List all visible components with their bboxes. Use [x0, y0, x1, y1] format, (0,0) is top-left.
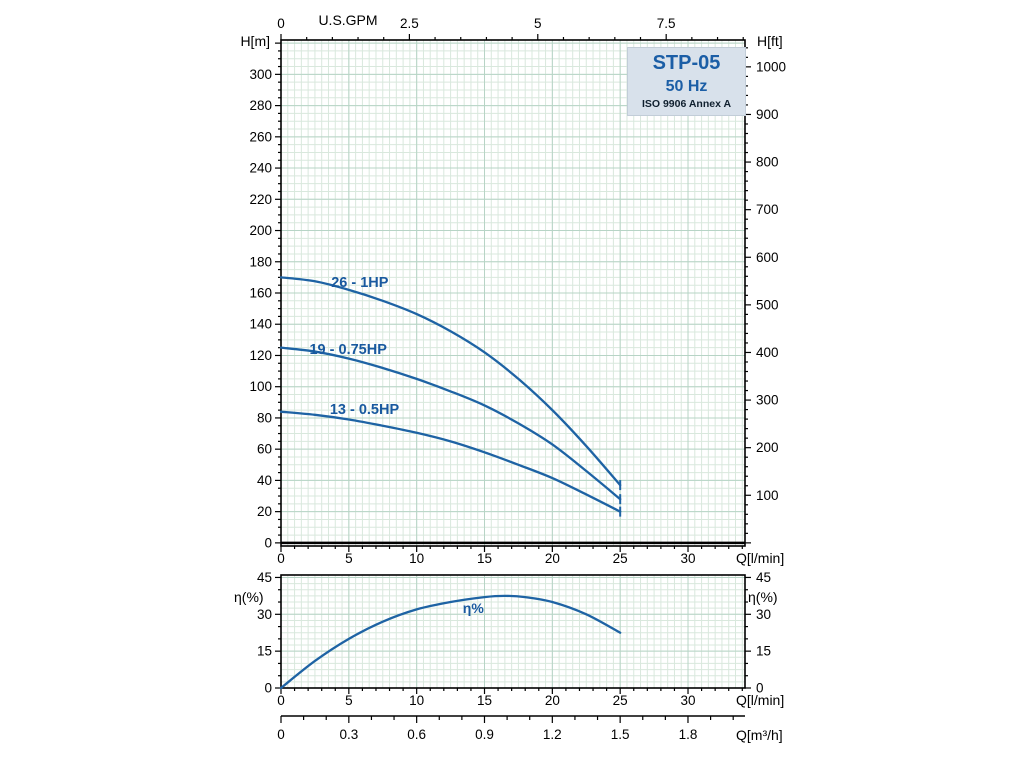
svg-text:45: 45 [257, 570, 272, 585]
frequency-label: 50 Hz [665, 78, 708, 95]
svg-text:100: 100 [756, 488, 779, 503]
svg-text:30: 30 [681, 551, 696, 566]
svg-text:0: 0 [277, 727, 285, 742]
svg-text:60: 60 [257, 442, 272, 457]
curve-13-0.5HP [279, 410, 622, 513]
m3h-axis: 0 0.3 0.6 0.9 1.2 1.5 1.8 [277, 715, 745, 742]
svg-text:80: 80 [257, 410, 272, 425]
svg-text:260: 260 [249, 129, 272, 144]
svg-text:0: 0 [264, 681, 272, 696]
svg-text:900: 900 [756, 107, 779, 122]
svg-text:25: 25 [613, 551, 628, 566]
eff-grid-major [281, 575, 745, 688]
standard-label: ISO 9906 Annex A [641, 98, 732, 110]
x-axis-title-qlmin-eff: Q[l/min] [736, 692, 785, 708]
model-name: STP-05 [652, 52, 721, 74]
svg-text:500: 500 [756, 297, 779, 312]
svg-text:26 - 1HP: 26 - 1HP [331, 275, 389, 291]
head-curves: 26 - 1HP 19 - 0.75HP 13 - 0.5HP [279, 275, 622, 517]
svg-text:0.3: 0.3 [339, 727, 358, 742]
svg-text:240: 240 [249, 161, 272, 176]
eff-grid-minor [281, 575, 745, 688]
svg-text:25: 25 [613, 693, 628, 708]
eff-curve: η% [279, 594, 622, 690]
svg-text:15: 15 [477, 551, 492, 566]
svg-text:0: 0 [277, 16, 285, 31]
svg-text:5: 5 [534, 16, 542, 31]
curve-26-1HP [279, 276, 622, 487]
svg-text:2.5: 2.5 [400, 16, 419, 31]
svg-text:400: 400 [756, 345, 779, 360]
svg-text:15: 15 [477, 693, 492, 708]
top-axis-title-usgpm: U.S.GPM [318, 12, 378, 28]
svg-text:0: 0 [277, 551, 285, 566]
svg-text:300: 300 [756, 393, 779, 408]
svg-text:20: 20 [545, 693, 560, 708]
svg-text:30: 30 [756, 607, 771, 622]
svg-text:5: 5 [345, 693, 353, 708]
svg-text:13 - 0.5HP: 13 - 0.5HP [330, 402, 400, 418]
eff-axis-title-left: η(%) [234, 589, 264, 605]
eff-frame [280, 574, 746, 689]
curve-eta [279, 594, 622, 690]
eff-axis-title-right: η(%) [748, 589, 778, 605]
svg-text:120: 120 [249, 348, 272, 363]
title-block: STP-05 50 Hz ISO 9906 Annex A [627, 47, 746, 116]
main-axes: 0 5 10 15 20 25 300204060801001201401601802002… [249, 16, 786, 566]
svg-text:140: 140 [249, 317, 272, 332]
svg-text:220: 220 [249, 192, 272, 207]
svg-text:0: 0 [264, 535, 272, 550]
svg-text:15: 15 [756, 644, 771, 659]
svg-text:5: 5 [345, 551, 353, 566]
svg-text:800: 800 [756, 155, 779, 170]
svg-text:45: 45 [756, 570, 771, 585]
svg-text:600: 600 [756, 250, 779, 265]
y-axis-title-h-m: H[m] [240, 33, 270, 49]
svg-text:200: 200 [249, 223, 272, 238]
svg-text:280: 280 [249, 98, 272, 113]
svg-text:180: 180 [249, 254, 272, 269]
svg-text:200: 200 [756, 440, 779, 455]
svg-text:15: 15 [257, 644, 272, 659]
svg-text:19 - 0.75HP: 19 - 0.75HP [309, 342, 387, 358]
svg-text:30: 30 [257, 607, 272, 622]
svg-text:1000: 1000 [756, 59, 786, 74]
svg-text:0: 0 [277, 693, 285, 708]
svg-text:30: 30 [681, 693, 696, 708]
svg-text:100: 100 [249, 379, 272, 394]
svg-text:1.8: 1.8 [679, 727, 698, 742]
svg-text:7.5: 7.5 [657, 16, 676, 31]
svg-text:20: 20 [545, 551, 560, 566]
x-axis-title-qm3h: Q[m³/h] [736, 727, 783, 743]
svg-text:0.9: 0.9 [475, 727, 494, 742]
main-grid-major [281, 40, 745, 546]
svg-text:700: 700 [756, 202, 779, 217]
svg-text:1.2: 1.2 [543, 727, 562, 742]
svg-text:0.6: 0.6 [407, 727, 426, 742]
x-axis-title-qlmin-main: Q[l/min] [736, 550, 785, 566]
y2-axis-title-h-ft: H[ft] [757, 33, 783, 49]
svg-text:0: 0 [756, 681, 764, 696]
svg-text:10: 10 [409, 551, 424, 566]
curve-19-0.75HP [279, 346, 622, 501]
svg-text:10: 10 [409, 693, 424, 708]
svg-text:20: 20 [257, 504, 272, 519]
svg-text:40: 40 [257, 473, 272, 488]
svg-text:1.5: 1.5 [611, 727, 630, 742]
svg-text:160: 160 [249, 286, 272, 301]
svg-text:300: 300 [249, 67, 272, 82]
svg-text:η%: η% [463, 600, 485, 616]
